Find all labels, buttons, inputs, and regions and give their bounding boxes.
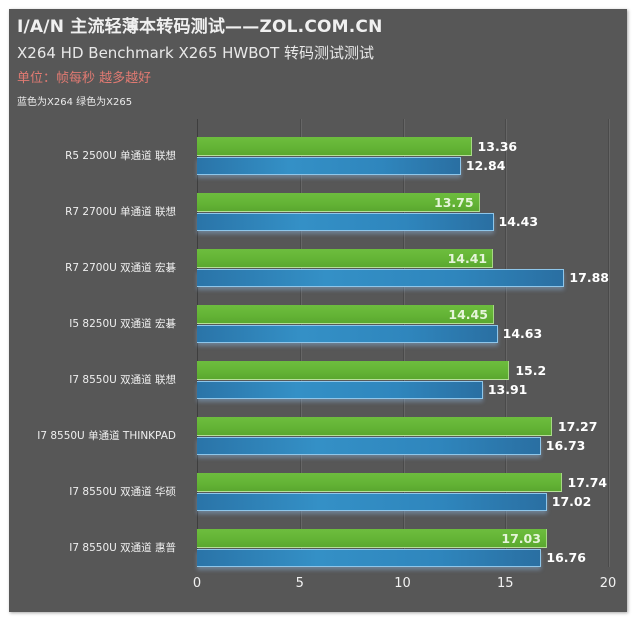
category-label: I5 8250U 双通道 宏碁 — [69, 318, 176, 330]
value-label-x265: 17.27 — [557, 419, 598, 434]
bar-x264 — [197, 437, 541, 455]
value-label-x265: 17.74 — [567, 475, 608, 490]
chart-subtitle: X264 HD Benchmark X265 HWBOT 转码测试测试 — [17, 44, 375, 62]
unit-note: 单位：帧每秒 越多越好 — [17, 71, 152, 86]
value-label-x264: 16.73 — [545, 438, 586, 453]
legend-note: 蓝色为X264 绿色为X265 — [17, 97, 133, 108]
value-label-x265: 15.2 — [515, 363, 547, 378]
gridline — [505, 119, 507, 567]
category-label: I7 8550U 双通道 惠普 — [69, 542, 176, 554]
bar-x264 — [197, 157, 461, 175]
category-label: I7 8550U 双通道 联想 — [69, 374, 176, 386]
x-tick-label: 10 — [394, 576, 411, 591]
bar-x265 — [197, 193, 480, 212]
category-label: I7 8550U 单通道 THINKPAD — [37, 430, 176, 442]
x-tick-label: 5 — [295, 576, 304, 591]
category-label: R7 2700U 单通道 联想 — [65, 206, 176, 218]
value-label-x264: 12.84 — [465, 158, 506, 173]
value-label-x264: 17.88 — [569, 270, 609, 285]
bar-x264 — [197, 325, 498, 343]
bar-x264 — [197, 381, 483, 399]
gridline — [402, 119, 404, 567]
value-label-x265: 14.45 — [448, 307, 488, 322]
gridline — [608, 119, 609, 567]
category-label: I7 8550U 双通道 华硕 — [69, 486, 176, 498]
bar-x264 — [197, 549, 542, 567]
bar-x265 — [197, 137, 472, 156]
bar-x265 — [197, 305, 494, 324]
value-label-x264: 17.02 — [551, 494, 592, 509]
value-label-x265: 14.41 — [447, 251, 488, 266]
bar-x265 — [197, 361, 510, 380]
gridline — [299, 119, 301, 567]
value-label-x265: 13.36 — [477, 139, 518, 154]
bar-x265 — [197, 529, 547, 548]
bar-x265 — [197, 249, 494, 268]
bar-x265 — [197, 417, 552, 436]
bar-x264 — [197, 493, 547, 511]
bar-x265 — [197, 473, 562, 492]
y-axis-line — [197, 119, 198, 567]
bar-x264 — [197, 213, 494, 231]
category-axis: R5 2500U 单通道 联想 R7 2700U 单通道 联想 R7 2700U 双… — [6, 119, 176, 567]
category-label: R5 2500U 单通道 联想 — [65, 150, 176, 162]
value-label-x264: 16.76 — [546, 550, 586, 565]
chart-title: I/A/N 主流轻薄本转码测试——ZOL.COM.CN — [17, 17, 383, 37]
x-tick-label: 15 — [496, 576, 514, 591]
x-tick-label: 20 — [599, 576, 617, 591]
bar-x264 — [197, 269, 565, 287]
value-label-x264: 13.91 — [487, 382, 528, 397]
value-label-x264: 14.63 — [502, 326, 543, 341]
x-tick-label: 0 — [192, 576, 202, 591]
value-label-x264: 14.43 — [498, 214, 539, 229]
value-label-x265: 17.03 — [501, 531, 541, 546]
value-label-x265: 13.75 — [434, 195, 474, 210]
plot-area: 13.36 12.84 13.75 14.43 14.41 17.88 14.45 14.63… — [188, 119, 609, 567]
category-label: R7 2700U 双通道 宏碁 — [65, 262, 176, 274]
